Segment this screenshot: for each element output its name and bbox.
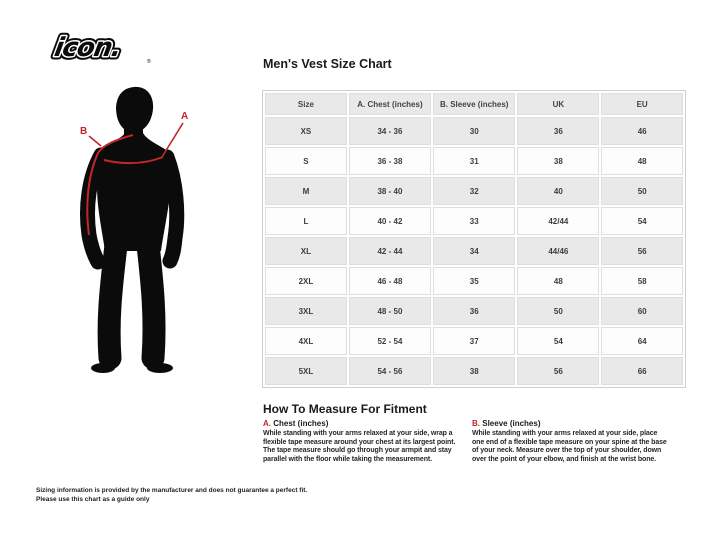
size-cell: 48 [601, 147, 683, 175]
measurement-figure: A B [80, 86, 188, 373]
logo-outer-outline: icon. [52, 33, 123, 63]
sleeve-heading-text: Sleeve (inches) [482, 419, 541, 428]
size-cell: 33 [433, 207, 516, 235]
chest-instructions-body: While standing with your arms relaxed at… [263, 430, 456, 463]
size-cell: 32 [433, 177, 516, 205]
label-b: B [80, 126, 87, 137]
size-cell: 54 [601, 207, 683, 235]
disclaimer-line-1: Sizing information is provided by the ma… [36, 487, 308, 494]
male-silhouette [80, 86, 185, 373]
size-cell: 37 [433, 327, 516, 355]
registered-trademark-mark: ® [147, 58, 151, 65]
size-cell: 50 [601, 177, 683, 205]
column-header-eu: EU [601, 93, 683, 115]
size-cell: 30 [433, 117, 516, 145]
size-cell: 40 - 42 [348, 207, 432, 235]
sleeve-letter: B. [472, 419, 480, 428]
size-cell: L [265, 207, 347, 235]
size-cell: 36 - 38 [348, 147, 432, 175]
right-foot [147, 363, 173, 373]
size-chart-table: Size A. Chest (inches) B. Sleeve (inches… [262, 90, 686, 388]
size-cell: M [265, 177, 347, 205]
size-cell: 60 [601, 297, 683, 325]
chest-instructions: A. Chest (inches) While standing with yo… [263, 419, 459, 464]
chest-heading-text: Chest (inches) [273, 419, 329, 428]
size-cell: 56 [601, 237, 683, 265]
size-row-xl: XL 42 - 44 34 44/46 56 [265, 237, 683, 265]
left-foot [91, 363, 115, 373]
size-cell: 40 [517, 177, 600, 205]
size-row-5xl: 5XL 54 - 56 38 56 66 [265, 357, 683, 385]
size-cell: 56 [517, 357, 600, 385]
size-row-xs: XS 34 - 36 30 36 46 [265, 117, 683, 145]
size-row-4xl: 4XL 52 - 54 37 54 64 [265, 327, 683, 355]
disclaimer-line-2: Please use this chart as a guide only [36, 496, 150, 503]
size-row-s: S 36 - 38 31 38 48 [265, 147, 683, 175]
sleeve-instructions-body: While standing with your arms relaxed at… [472, 430, 667, 463]
chest-instructions-heading: A. Chest (inches) [263, 419, 459, 429]
column-header-chest: A. Chest (inches) [348, 93, 432, 115]
page-title: Men's Vest Size Chart [263, 57, 392, 71]
size-cell: 48 [517, 267, 600, 295]
label-a: A [181, 111, 188, 122]
size-cell: 52 - 54 [348, 327, 432, 355]
size-cell: 42 - 44 [348, 237, 432, 265]
size-cell: 38 - 40 [348, 177, 432, 205]
size-cell: 36 [517, 117, 600, 145]
column-header-sleeve: B. Sleeve (inches) [433, 93, 516, 115]
size-cell: 46 [601, 117, 683, 145]
size-cell: 54 - 56 [348, 357, 432, 385]
size-row-l: L 40 - 42 33 42/44 54 [265, 207, 683, 235]
size-row-m: M 38 - 40 32 40 50 [265, 177, 683, 205]
size-row-2xl: 2XL 46 - 48 35 48 58 [265, 267, 683, 295]
size-cell: 34 - 36 [348, 117, 432, 145]
chest-letter: A. [263, 419, 271, 428]
size-chart-panel: Men's Vest Size Chart Size A. Chest (inc… [262, 57, 688, 464]
size-cell: 34 [433, 237, 516, 265]
size-cell: 42/44 [517, 207, 600, 235]
size-cell: 4XL [265, 327, 347, 355]
logo-white-outline: icon. [52, 33, 123, 63]
size-cell: 2XL [265, 267, 347, 295]
size-cell: XL [265, 237, 347, 265]
size-cell: 31 [433, 147, 516, 175]
size-cell: 35 [433, 267, 516, 295]
label-a-pointer-line [161, 122, 184, 158]
size-cell: 44/46 [517, 237, 600, 265]
column-header-size: Size [265, 93, 347, 115]
sleeve-measure-line [86, 134, 134, 236]
size-cell: 38 [517, 147, 600, 175]
size-cell: 5XL [265, 357, 347, 385]
measurement-lines [86, 122, 184, 236]
how-to-measure-title: How To Measure For Fitment [263, 402, 427, 416]
size-cell: 64 [601, 327, 683, 355]
size-cell: 36 [433, 297, 516, 325]
size-cell: 54 [517, 327, 600, 355]
size-cell: 58 [601, 267, 683, 295]
size-cell: S [265, 147, 347, 175]
table-header-row: Size A. Chest (inches) B. Sleeve (inches… [265, 93, 683, 115]
size-cell: 3XL [265, 297, 347, 325]
column-header-uk: UK [517, 93, 600, 115]
size-cell: 48 - 50 [348, 297, 432, 325]
size-cell: XS [265, 117, 347, 145]
logo-text: icon. [52, 33, 123, 63]
size-cell: 66 [601, 357, 683, 385]
sleeve-instructions: B. Sleeve (inches) While standing with y… [472, 419, 668, 464]
size-table-body: XS 34 - 36 30 36 46 S 36 - 38 31 38 48 M 38 - 40 32 4… [265, 117, 683, 385]
size-cell: 50 [517, 297, 600, 325]
size-cell: 38 [433, 357, 516, 385]
icon-brand-logo: icon. icon. icon. ® [49, 30, 151, 66]
size-cell: 46 - 48 [348, 267, 432, 295]
sleeve-instructions-heading: B. Sleeve (inches) [472, 419, 668, 429]
size-row-3xl: 3XL 48 - 50 36 50 60 [265, 297, 683, 325]
chest-measure-line [103, 156, 164, 165]
label-b-pointer-line [88, 135, 102, 147]
sizing-disclaimer: Sizing information is provided by the ma… [36, 486, 336, 504]
how-to-columns: A. Chest (inches) While standing with yo… [263, 419, 688, 464]
